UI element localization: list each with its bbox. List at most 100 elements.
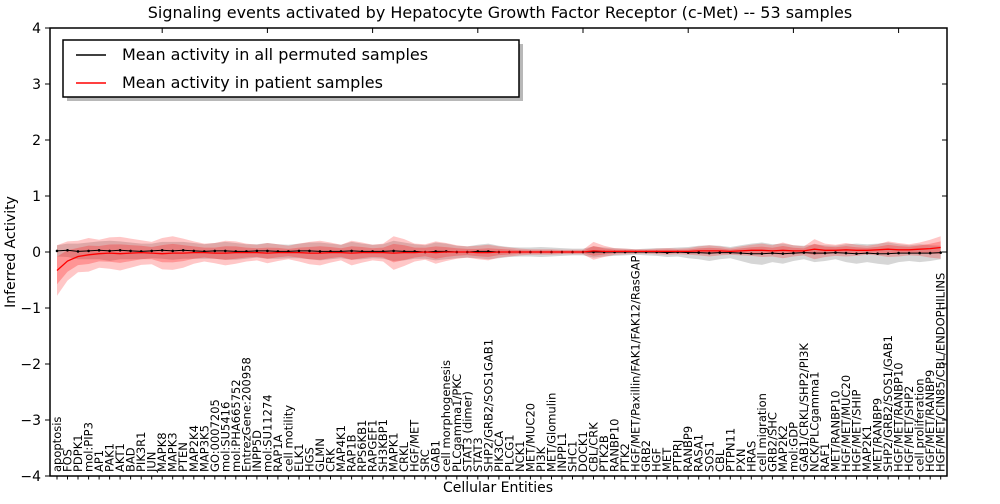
x-tick-label: INPPL1 bbox=[555, 432, 569, 472]
permuted-mean-marker bbox=[266, 249, 269, 253]
permuted-mean-marker bbox=[118, 249, 122, 252]
x-tick-label: HGF/MET/Paxillin/FAK1/FAK12/RasGAP bbox=[629, 255, 643, 472]
x-tick-label: mol:SU11274 bbox=[260, 394, 274, 472]
permuted-mean-marker bbox=[108, 249, 111, 253]
x-tick-label: GO:0007205 bbox=[208, 399, 222, 472]
permuted-mean-marker bbox=[192, 249, 196, 253]
x-tick-label: cell migration bbox=[755, 393, 769, 472]
permuted-mean-marker bbox=[224, 249, 227, 253]
x-tick-label: AKT1 bbox=[113, 443, 127, 472]
x-tick-label: cell motility bbox=[281, 405, 295, 472]
x-tick-label: HGF/MET/SHP2 bbox=[902, 386, 916, 472]
permuted-mean-marker bbox=[97, 249, 101, 252]
y-tick-label: 4 bbox=[32, 21, 41, 37]
x-tick-label: PXN bbox=[734, 449, 748, 472]
patient-std-band-outer bbox=[57, 236, 941, 296]
x-tick-label: MET bbox=[660, 447, 674, 472]
x-tick-label: PTK2 bbox=[618, 443, 632, 472]
y-tick-label: −1 bbox=[20, 301, 41, 317]
x-tick-label: DOCK1 bbox=[576, 431, 590, 472]
permuted-mean-marker bbox=[802, 251, 806, 254]
y-tick-label: −2 bbox=[20, 357, 41, 373]
x-tick-label: HGF/MET/RANBP9 bbox=[923, 370, 937, 472]
permuted-mean-marker bbox=[160, 249, 164, 252]
x-tick-label: MAP2K1 bbox=[860, 425, 874, 472]
x-tick-label: MAPK3 bbox=[166, 432, 180, 472]
x-tick-label: HGF/MET/SHIP bbox=[850, 390, 864, 472]
permuted-mean-marker bbox=[297, 249, 301, 253]
permuted-mean-marker bbox=[760, 252, 764, 255]
y-tick-label: 0 bbox=[32, 245, 41, 261]
x-tick-label: HRAS bbox=[744, 441, 758, 472]
x-tick-label: RAPGEF1 bbox=[366, 420, 380, 472]
x-tick-label: mol:PIP3 bbox=[82, 422, 96, 472]
permuted-mean-marker bbox=[87, 249, 90, 253]
x-tick-label: mol:PHA665752 bbox=[229, 379, 243, 472]
permuted-mean-marker bbox=[876, 252, 879, 255]
x-tick-label: STAT3 (dimer) bbox=[460, 391, 474, 472]
x-tick-label: PIK3CA bbox=[492, 431, 506, 472]
legend-box bbox=[62, 39, 520, 98]
chart-title: Signaling events activated by Hepatocyte… bbox=[148, 3, 852, 22]
x-tick-label: SRC bbox=[418, 449, 432, 472]
x-tick-label: MAP4K1 bbox=[334, 425, 348, 472]
permuted-mean-marker bbox=[55, 249, 59, 253]
permuted-mean-marker bbox=[392, 249, 395, 253]
permuted-mean-marker bbox=[781, 252, 785, 255]
x-tick-label: SHC1 bbox=[566, 441, 580, 472]
y-tick-label: 2 bbox=[32, 133, 41, 149]
x-tick-label: RAP1A bbox=[271, 434, 285, 472]
x-tick-label: RANBP9 bbox=[681, 426, 695, 472]
permuted-mean-marker bbox=[697, 251, 700, 254]
x-tick-label: HGS bbox=[303, 447, 317, 472]
permuted-mean-marker bbox=[928, 251, 932, 255]
x-tick-label: HGF bbox=[650, 448, 664, 472]
x-tick-label: NCK/PLCgamma1 bbox=[808, 371, 822, 472]
x-tick-label: SOS1 bbox=[702, 441, 716, 472]
x-tick-label: PI3K bbox=[534, 446, 548, 472]
x-tick-label: JUN bbox=[145, 452, 159, 473]
permuted-mean-marker bbox=[855, 252, 858, 255]
permuted-mean-marker bbox=[708, 251, 711, 255]
x-tick-label: apoptosis bbox=[50, 417, 64, 472]
x-tick-label: ELK1 bbox=[292, 443, 306, 472]
legend-label-patient: Mean activity in patient samples bbox=[122, 73, 383, 92]
x-tick-label: RAF1 bbox=[818, 443, 832, 472]
permuted-mean-marker bbox=[897, 251, 900, 255]
permuted-mean-marker bbox=[171, 249, 174, 253]
x-tick-label: INPP5D bbox=[250, 430, 264, 472]
permuted-mean-marker bbox=[813, 251, 816, 255]
x-tick-label: mol:GDP bbox=[786, 422, 800, 472]
confidence-bands bbox=[57, 236, 941, 296]
x-tick-label: PTK2B bbox=[597, 435, 611, 472]
x-tick-label: CBL/CRK bbox=[587, 422, 601, 472]
x-tick-label: HGF/MET/RANBP10 bbox=[892, 362, 906, 472]
x-tick-label: GLMN bbox=[313, 438, 327, 472]
permuted-mean-marker bbox=[718, 251, 722, 254]
x-axis-label: Cellular Entities bbox=[443, 480, 553, 496]
x-tick-label: MET/RANBP10 bbox=[829, 390, 843, 472]
patient-mean-line bbox=[56, 246, 941, 271]
permuted-mean-marker bbox=[318, 250, 322, 253]
permuted-mean-marker bbox=[150, 249, 153, 253]
x-tick-label: CRK bbox=[324, 448, 338, 472]
permuted-mean-marker bbox=[76, 250, 80, 253]
permuted-mean-marker bbox=[255, 249, 259, 253]
x-tick-label: PLCG1 bbox=[502, 434, 516, 472]
x-tick-label: MET/MUC20 bbox=[523, 403, 537, 472]
axis-ticks: 4 3 2 1 0 −1 −2 −3 −4 bbox=[20, 21, 947, 485]
x-tick-label: AP1 bbox=[92, 450, 106, 472]
permuted-mean-marker bbox=[750, 252, 753, 255]
permuted-mean-marker bbox=[844, 251, 848, 255]
x-tick-label: FOS bbox=[61, 449, 75, 472]
x-tick-label: PTPN11 bbox=[723, 428, 737, 472]
x-tick-label: PDPK1 bbox=[71, 434, 85, 472]
legend: Mean activity in all permuted samples Me… bbox=[62, 39, 523, 101]
data-lines bbox=[55, 246, 942, 271]
permuted-mean-marker bbox=[918, 251, 921, 255]
x-tick-label: SHP2/GRB2/SOS1GAB1 bbox=[481, 339, 495, 472]
y-tick-label: 1 bbox=[32, 189, 41, 205]
x-tick-label: RANBP10 bbox=[608, 419, 622, 472]
